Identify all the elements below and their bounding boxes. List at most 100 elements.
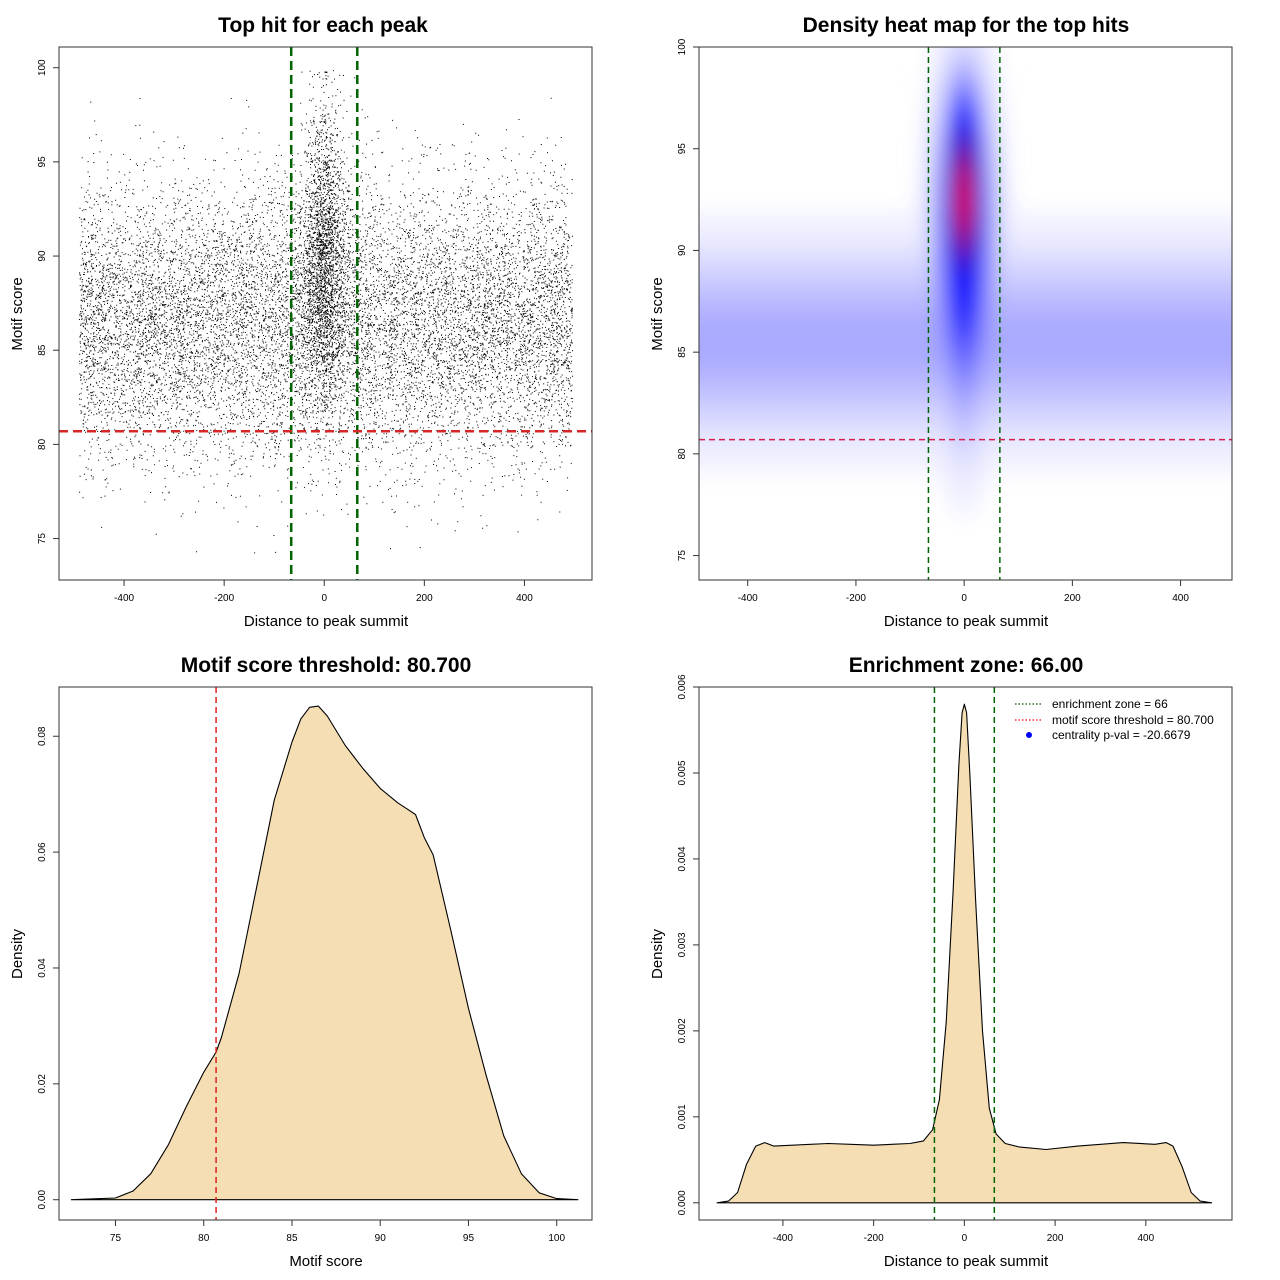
heatmap-cell [961,369,967,375]
heatmap-cell [721,213,727,219]
heatmap-cell [781,213,787,219]
heatmap-cell [745,465,751,471]
distance-density-x-tick-label: -200 [864,1233,884,1244]
heatmap-cell [1141,219,1147,225]
heatmap-cell [727,261,733,267]
heatmap-cell [691,387,697,393]
heatmap-cell [1201,375,1207,381]
heatmap-cell [739,327,745,333]
heatmap-cell [1027,225,1033,231]
heatmap-cell [775,453,781,459]
heatmap-cell [1129,279,1135,285]
heatmap-cell [703,291,709,297]
heatmap-cell [967,249,973,255]
heatmap-cell [847,387,853,393]
heatmap-cell [865,417,871,423]
heatmap-cell [937,351,943,357]
heatmap-cell [739,417,745,423]
heatmap-cell [1183,285,1189,291]
heatmap-cell [733,333,739,339]
heatmap-cell [1057,243,1063,249]
heatmap-cell [943,51,949,57]
heatmap-cell [1027,279,1033,285]
heatmap-cell [895,309,901,315]
heatmap-cell [979,345,985,351]
heatmap-cell [691,405,697,411]
heatmap-cell [1147,207,1153,213]
heatmap-cell [1237,267,1243,273]
heatmap-cell [709,471,715,477]
heatmap-cell [1141,273,1147,279]
heatmap-cell [1081,327,1087,333]
heatmap-cell [883,225,889,231]
heatmap-cell [919,111,925,117]
heatmap-cell [1105,243,1111,249]
heatmap-cell [1201,213,1207,219]
heatmap-cell [691,417,697,423]
heatmap-cell [901,471,907,477]
heatmap-cell [973,357,979,363]
heatmap-cell [1015,243,1021,249]
heatmap-cell [1207,393,1213,399]
heatmap-cell [859,447,865,453]
heatmap-cell [1111,471,1117,477]
heatmap-cell [679,327,685,333]
heatmap-cell [811,255,817,261]
heatmap-cell [829,339,835,345]
heatmap-cell [1153,321,1159,327]
heatmap-cell [1057,285,1063,291]
heatmap-cell [955,387,961,393]
heatmap-cell [853,243,859,249]
heatmap-cell [1225,357,1231,363]
heatmap-cell [691,243,697,249]
heatmap-cell [703,333,709,339]
heatmap-cell [979,489,985,495]
heatmap-cell [763,273,769,279]
heatmap-cell [901,291,907,297]
heatmap-cell [691,441,697,447]
heatmap-cell [775,465,781,471]
heatmap-cell [1087,309,1093,315]
heatmap-cell [1237,465,1243,471]
heatmap-cell [691,393,697,399]
heatmap-cell [1243,363,1249,369]
heatmap-cell [973,249,979,255]
heatmap-cell [1117,339,1123,345]
heatmap-x-tick-label: 400 [1172,593,1189,604]
heatmap-cell [823,441,829,447]
heatmap-cell [967,285,973,291]
heatmap-cell [1189,219,1195,225]
distance-density-y-tick-label: 0.002 [677,1018,688,1043]
heatmap-cell [1105,375,1111,381]
heatmap-cell [745,309,751,315]
distance-density-x-axis-label: Distance to peak summit [884,1253,1049,1270]
heatmap-cell [973,81,979,87]
heatmap-cell [1201,369,1207,375]
heatmap-cell [1093,225,1099,231]
heatmap-cell [865,291,871,297]
heatmap-cell [1075,447,1081,453]
heatmap-cell [895,351,901,357]
heatmap-cell [1033,333,1039,339]
heatmap-cell [949,285,955,291]
heatmap-cell [1111,387,1117,393]
heatmap-cell [691,255,697,261]
heatmap-cell [763,381,769,387]
heatmap-cell [985,375,991,381]
heatmap-cell [913,351,919,357]
heatmap-cell [811,381,817,387]
heatmap-cell [1081,405,1087,411]
heatmap-cell [1165,225,1171,231]
heatmap-cell [1003,417,1009,423]
heatmap-cell [775,303,781,309]
heatmap-cell [973,291,979,297]
heatmap-cell [1069,447,1075,453]
heatmap-cell [829,249,835,255]
heatmap-cell [1129,459,1135,465]
heatmap-cell [1003,339,1009,345]
heatmap-cell [1207,459,1213,465]
heatmap-cell [967,165,973,171]
heatmap-cell [733,225,739,231]
heatmap-cell [1123,219,1129,225]
heatmap-cell [997,441,1003,447]
